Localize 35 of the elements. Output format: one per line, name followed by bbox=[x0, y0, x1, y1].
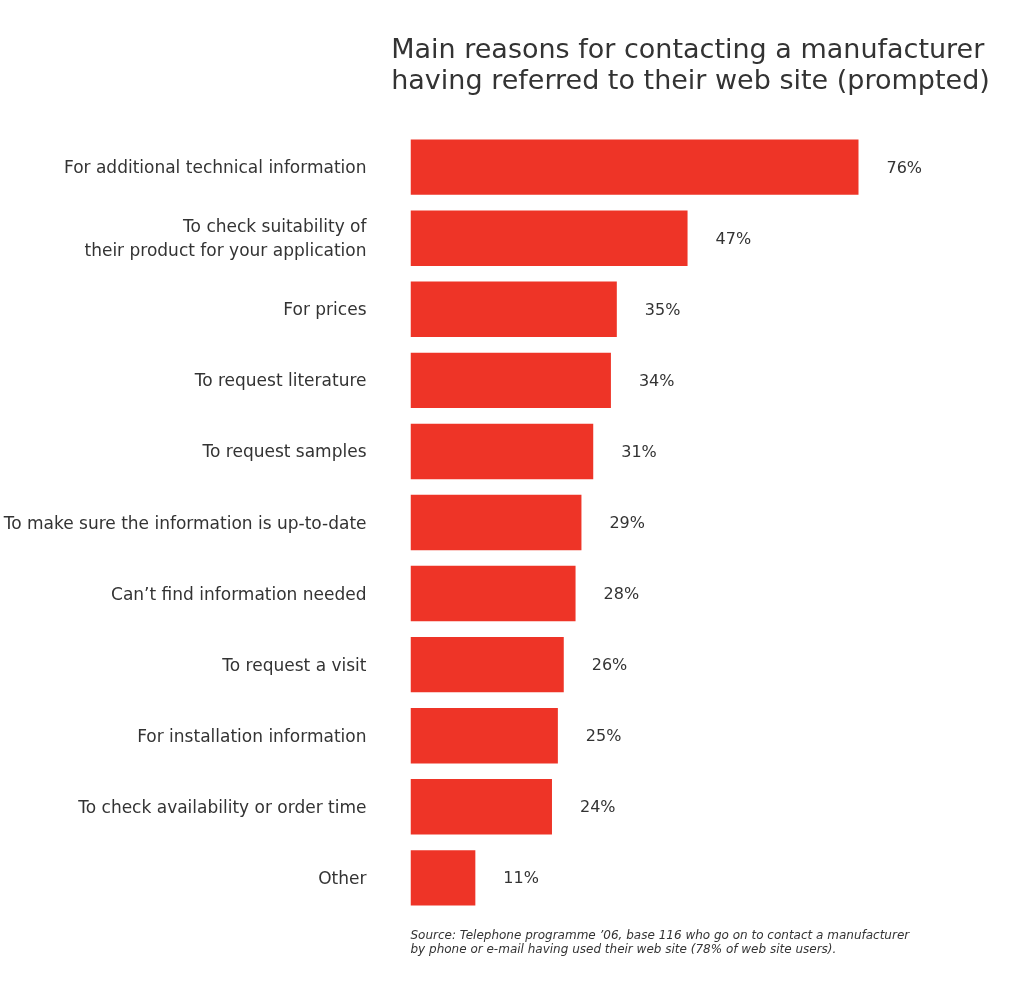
bar bbox=[410, 494, 582, 551]
bar bbox=[410, 352, 611, 409]
y-tick-label: To request a visit bbox=[221, 654, 367, 675]
y-tick-label: To check availability or order time bbox=[77, 796, 367, 817]
y-tick-label: Can’t find information needed bbox=[111, 583, 367, 604]
data-label: 31% bbox=[621, 441, 657, 461]
y-tick-label: To make sure the information is up-to-date bbox=[2, 512, 367, 533]
bar bbox=[410, 423, 594, 480]
bar bbox=[410, 779, 552, 835]
y-tick-label: To request samples bbox=[201, 441, 367, 462]
data-label: 29% bbox=[609, 513, 646, 532]
y-tick-label: Other bbox=[318, 867, 367, 888]
data-label: 28% bbox=[603, 584, 640, 604]
bar bbox=[410, 281, 617, 337]
source-note: Source: Telephone programme ’06, base 116 who go on to contact a manufacturer by phone or e-mail having used their web site (78% of web site users). bbox=[410, 927, 911, 956]
data-label: 25% bbox=[585, 726, 622, 746]
y-tick-label: For prices bbox=[283, 299, 367, 320]
bar bbox=[410, 636, 564, 693]
y-tick-label: For installation information bbox=[137, 725, 367, 746]
bar bbox=[410, 850, 476, 906]
data-label: 11% bbox=[503, 868, 539, 888]
y-tick-label: For additional technical information bbox=[63, 157, 367, 178]
data-label: 26% bbox=[591, 655, 628, 675]
bar bbox=[410, 139, 859, 195]
data-label: 76% bbox=[886, 157, 923, 177]
bar bbox=[410, 708, 558, 764]
data-label: 34% bbox=[638, 370, 675, 390]
data-label: 35% bbox=[644, 299, 681, 319]
data-label: 47% bbox=[715, 228, 752, 248]
bar bbox=[410, 565, 576, 622]
bar bbox=[410, 210, 688, 266]
chart-title: Main reasons for contacting a manufacturer having referred to their web site (prompted) bbox=[391, 32, 990, 95]
y-tick-label: To request literature bbox=[193, 370, 367, 391]
y-tick-label: To check suitability of their product for your application bbox=[84, 216, 368, 261]
data-label: 24% bbox=[579, 797, 616, 817]
